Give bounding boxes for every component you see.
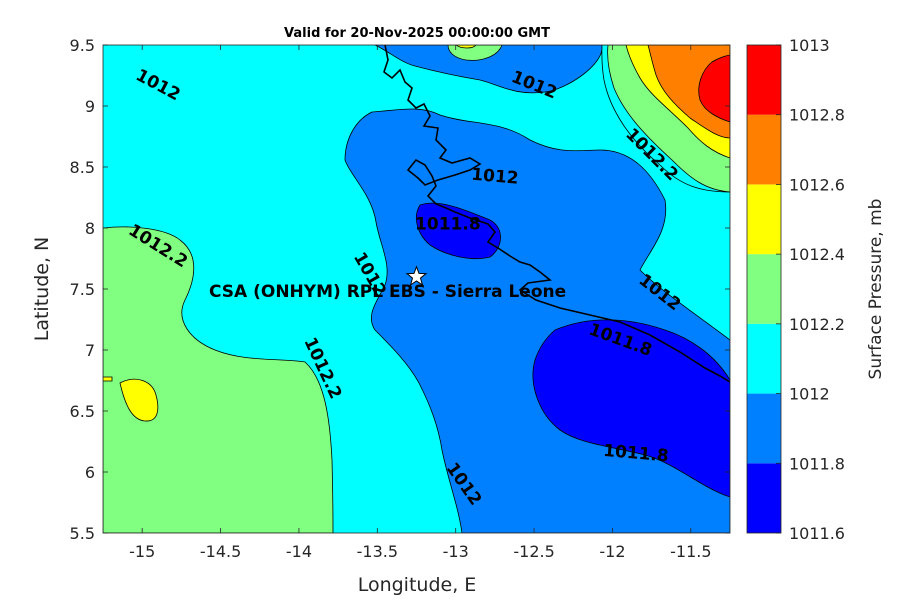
x-tick-label: -15: [129, 542, 155, 561]
x-tick-label: -12: [599, 542, 625, 561]
chart-title: Valid for 20-Nov-2025 00:00:00 GMT: [284, 26, 550, 41]
y-axis-label: Latitude, N: [31, 237, 53, 342]
colorbar-frame: [746, 44, 782, 534]
contour-label: 1011.8: [415, 214, 481, 234]
contour-label: 1012: [470, 165, 519, 189]
x-axis-label: Longitude, E: [358, 574, 477, 596]
colorbar-tick-label: 1011.6: [789, 524, 845, 543]
x-tick-label: -12.5: [513, 542, 554, 561]
colorbar-swatch: [747, 393, 781, 464]
colorbar-tick-label: 1012.8: [789, 106, 845, 125]
map-plot: [103, 45, 730, 533]
station-name: CSA (ONHYM) RPL EBS - Sierra Leone: [209, 282, 566, 302]
band-1012-4-edge: [103, 376, 113, 382]
y-axis: 5.5 6 6.5 7 7.5 8 8.5 9 9.5: [70, 36, 730, 543]
band-1011-6-north: [416, 202, 501, 260]
colorbar-tick-label: 1012.4: [789, 245, 845, 264]
colorbar-label: Surface Pressure, mb: [866, 199, 886, 380]
colorbar-tick-label: 1011.8: [789, 454, 845, 473]
band-1011-8-trough: [374, 45, 603, 94]
band-1011-6-south: [532, 319, 730, 498]
colorbar-swatch: [747, 323, 781, 394]
x-tick-label: -13: [443, 542, 469, 561]
x-tick-label: -14: [286, 542, 312, 561]
colorbar-tick-label: 1012: [789, 385, 830, 404]
x-tick-label: -11.5: [670, 542, 711, 561]
band-1012-8-high: [698, 54, 730, 123]
y-tick-label: 7.5: [70, 280, 95, 299]
colorbar: 1011.6 1011.8 1012 1012.2 1012.4 1012.6 1012.8…: [746, 36, 845, 543]
coastline: [383, 45, 730, 383]
y-tick-label: 7: [85, 341, 95, 360]
y-tick-label: 5.5: [70, 524, 95, 543]
y-tick-label: 8: [85, 219, 95, 238]
colorbar-tick-label: 1012.6: [789, 175, 845, 194]
y-tick-label: 6.5: [70, 402, 95, 421]
colorbar-tick-label: 1012.2: [789, 315, 845, 334]
y-tick-label: 9.5: [70, 36, 95, 55]
y-tick-label: 6: [85, 463, 95, 482]
station-marker-group: CSA (ONHYM) RPL EBS - Sierra Leone: [209, 265, 566, 302]
colorbar-swatch: [747, 45, 781, 115]
y-tick-label: 9: [85, 97, 95, 116]
colorbar-swatch: [747, 254, 781, 324]
colorbar-swatch: [747, 184, 781, 255]
band-1012-2-west: [103, 226, 334, 533]
band-1012-2-top: [447, 45, 503, 61]
band-1012-4-island: [119, 378, 159, 422]
colorbar-swatch: [747, 463, 781, 533]
colorbar-swatch: [747, 114, 781, 185]
station-star-icon: [405, 265, 428, 287]
x-tick-label: -13.5: [357, 542, 398, 561]
colorbar-tick-label: 1013: [789, 36, 830, 55]
x-tick-label: -14.5: [200, 542, 241, 561]
x-axis: -15 -14.5 -14 -13.5 -13 -12.5 -12 -11.5: [129, 45, 712, 561]
y-tick-label: 8.5: [70, 158, 95, 177]
